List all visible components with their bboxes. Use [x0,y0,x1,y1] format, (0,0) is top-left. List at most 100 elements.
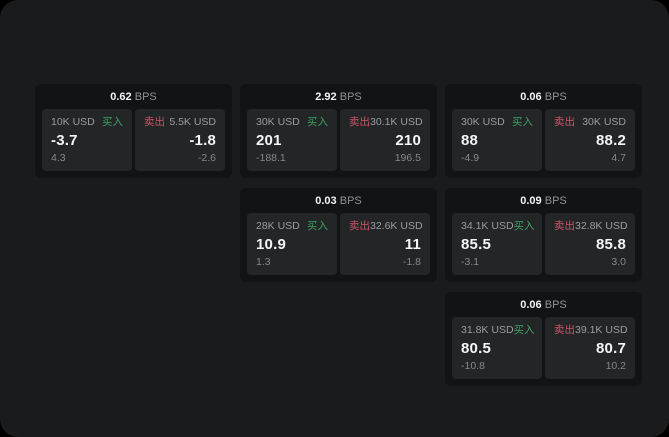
bps-value: 0.06 [520,91,542,103]
buy-panel[interactable]: 10K USD 买入 -3.7 4.3 [42,109,132,171]
sell-panel-top: 卖出 32.6K USD [349,220,423,233]
buy-panel[interactable]: 31.8K USD 买入 80.5 -10.8 [452,317,542,379]
sell-change: 3.0 [611,256,626,268]
bps-suffix-label: BPS [339,91,362,103]
sell-notional: 32.6K USD [370,220,423,232]
buy-panel-top: 10K USD 买入 [51,116,123,129]
sell-change: -1.8 [402,256,421,268]
sell-panel[interactable]: 卖出 32.6K USD 11 -1.8 [340,213,430,275]
buy-side-label: 买入 [513,220,535,232]
buy-side-label: 买入 [307,116,328,128]
quote-panels: 10K USD 买入 -3.7 4.3 卖出 5.5K USD -1.8 -2.… [42,109,225,171]
buy-change: -4.9 [461,152,480,164]
buy-change: -10.8 [461,360,485,372]
buy-panel-top: 34.1K USD 买入 [461,220,535,233]
sell-panel[interactable]: 卖出 39.1K USD 80.7 10.2 [545,317,635,379]
sell-price: -1.8 [189,131,216,149]
buy-notional: 28K USD [256,220,300,232]
quote-card: 0.06 BPS 31.8K USD 买入 80.5 -10.8 卖出 39.1… [445,292,642,386]
bps-value: 0.06 [520,299,542,311]
sell-notional: 32.8K USD [575,220,628,232]
bps-suffix-label: BPS [339,195,362,207]
sell-notional: 30K USD [582,116,626,128]
buy-change: -188.1 [256,152,286,164]
buy-notional: 31.8K USD [461,324,514,336]
buy-side-label: 买入 [512,116,533,128]
sell-price: 210 [395,131,421,149]
buy-side-label: 买入 [307,220,328,232]
buy-panel-top: 30K USD 买入 [256,116,328,129]
sell-price: 11 [404,235,421,253]
buy-notional: 34.1K USD [461,220,514,232]
bps-header: 2.92 BPS [247,90,430,104]
buy-panel[interactable]: 30K USD 买入 201 -188.1 [247,109,337,171]
buy-side-label: 买入 [513,324,535,336]
bps-value: 0.09 [520,195,542,207]
quote-card: 0.03 BPS 28K USD 买入 10.9 1.3 卖出 32.6K US… [240,188,437,282]
sell-side-label: 卖出 [554,116,575,128]
sell-change: -2.6 [197,152,216,164]
buy-change: -3.1 [461,256,480,268]
sell-notional: 30.1K USD [370,116,423,128]
sell-notional: 39.1K USD [575,324,628,336]
sell-price: 80.7 [596,339,626,357]
bps-header: 0.06 BPS [452,90,635,104]
sell-panel[interactable]: 卖出 5.5K USD -1.8 -2.6 [135,109,225,171]
buy-price: 80.5 [461,339,491,357]
sell-side-label: 卖出 [144,116,165,128]
sell-side-label: 卖出 [349,220,370,232]
bps-suffix-label: BPS [544,195,567,207]
buy-side-label: 买入 [102,116,123,128]
buy-panel[interactable]: 28K USD 买入 10.9 1.3 [247,213,337,275]
sell-panel[interactable]: 卖出 32.8K USD 85.8 3.0 [545,213,635,275]
buy-panel-top: 30K USD 买入 [461,116,533,129]
bps-value: 0.62 [110,91,132,103]
quote-card: 0.06 BPS 30K USD 买入 88 -4.9 卖出 30K USD 8… [445,84,642,178]
bps-suffix-label: BPS [544,299,567,311]
buy-price: 88 [461,131,479,149]
sell-panel-top: 卖出 39.1K USD [554,324,628,337]
sell-change: 10.2 [605,360,626,372]
quote-panels: 30K USD 买入 201 -188.1 卖出 30.1K USD 210 1… [247,109,430,171]
sell-notional: 5.5K USD [169,116,216,128]
sell-panel-top: 卖出 30.1K USD [349,116,423,129]
bps-header: 0.62 BPS [42,90,225,104]
bps-header: 0.06 BPS [452,298,635,312]
sell-change: 4.7 [611,152,626,164]
buy-change: 1.3 [256,256,271,268]
sell-side-label: 卖出 [554,220,575,232]
sell-price: 88.2 [596,131,626,149]
sell-side-label: 卖出 [349,116,370,128]
sell-side-label: 卖出 [554,324,575,336]
quote-panels: 34.1K USD 买入 85.5 -3.1 卖出 32.8K USD 85.8… [452,213,635,275]
buy-change: 4.3 [51,152,66,164]
buy-panel[interactable]: 30K USD 买入 88 -4.9 [452,109,542,171]
buy-price: 10.9 [256,235,286,253]
quote-panels: 30K USD 买入 88 -4.9 卖出 30K USD 88.2 4.7 [452,109,635,171]
cards-grid: 0.62 BPS 10K USD 买入 -3.7 4.3 卖出 5.5K USD… [35,84,642,386]
sell-panel[interactable]: 卖出 30.1K USD 210 196.5 [340,109,430,171]
sell-panel[interactable]: 卖出 30K USD 88.2 4.7 [545,109,635,171]
buy-notional: 30K USD [256,116,300,128]
buy-notional: 10K USD [51,116,95,128]
quote-card: 2.92 BPS 30K USD 买入 201 -188.1 卖出 30.1K … [240,84,437,178]
buy-panel[interactable]: 34.1K USD 买入 85.5 -3.1 [452,213,542,275]
bps-header: 0.09 BPS [452,194,635,208]
quote-card: 0.62 BPS 10K USD 买入 -3.7 4.3 卖出 5.5K USD… [35,84,232,178]
bps-suffix-label: BPS [134,91,157,103]
sell-panel-top: 卖出 32.8K USD [554,220,628,233]
bps-header: 0.03 BPS [247,194,430,208]
buy-price: -3.7 [51,131,78,149]
buy-panel-top: 28K USD 买入 [256,220,328,233]
bps-value: 2.92 [315,91,337,103]
buy-panel-top: 31.8K USD 买入 [461,324,535,337]
sell-panel-top: 卖出 30K USD [554,116,626,129]
sell-change: 196.5 [394,152,421,164]
sell-price: 85.8 [596,235,626,253]
quote-card: 0.09 BPS 34.1K USD 买入 85.5 -3.1 卖出 32.8K… [445,188,642,282]
buy-price: 201 [256,131,282,149]
sell-panel-top: 卖出 5.5K USD [144,116,216,129]
quote-panels: 31.8K USD 买入 80.5 -10.8 卖出 39.1K USD 80.… [452,317,635,379]
bps-suffix-label: BPS [544,91,567,103]
